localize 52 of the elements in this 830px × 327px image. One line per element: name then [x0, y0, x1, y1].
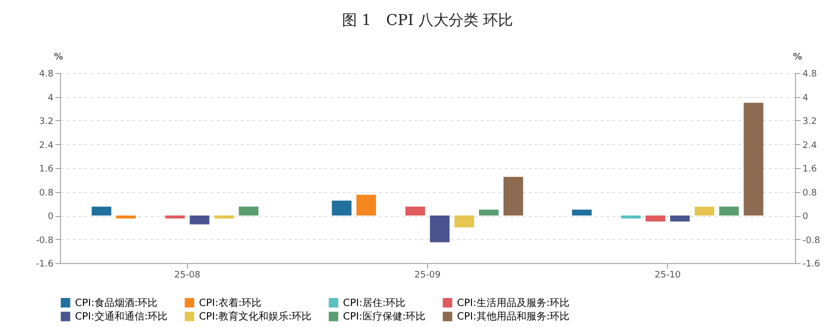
bar — [332, 200, 352, 216]
legend-label: CPI:食品烟酒:环比 — [75, 296, 158, 309]
y-tick-label: 1.6 — [39, 164, 54, 174]
y-tick-label: -0.8 — [36, 236, 54, 246]
bar — [165, 216, 185, 218]
bar — [214, 216, 234, 218]
bar — [238, 206, 258, 216]
y-tick-label: 2.4 — [39, 140, 54, 151]
y-tick-label: -1.6 — [36, 260, 54, 270]
y-axis-title: % — [54, 52, 64, 62]
bar — [646, 216, 666, 222]
bar — [744, 102, 764, 216]
legend-label: CPI:其他用品和服务:环比 — [457, 310, 570, 322]
y2-tick-label: 3.2 — [802, 117, 817, 127]
legend-label: CPI:衣着:环比 — [199, 296, 262, 309]
y-tick-label: 0 — [48, 212, 54, 222]
legend-label: CPI:教育文化和娱乐:环比 — [199, 310, 312, 322]
y2-tick-label: -0.8 — [802, 236, 820, 246]
y-tick-label: 4 — [48, 93, 54, 104]
bar — [190, 216, 210, 224]
y2-tick-label: 0 — [802, 212, 808, 222]
bar — [92, 206, 112, 216]
y-tick-label: 0.8 — [39, 188, 54, 198]
bar — [572, 210, 592, 216]
legend-label: CPI:居住:环比 — [343, 296, 406, 309]
bar — [504, 176, 524, 216]
y-tick-label: 3.2 — [39, 117, 54, 127]
bar — [430, 216, 450, 242]
legend-label: CPI:生活用品及服务:环比 — [457, 296, 570, 309]
y2-axis-title: % — [792, 52, 802, 62]
y2-tick-label: -1.6 — [802, 260, 820, 270]
bar — [116, 216, 136, 218]
bar — [356, 194, 376, 216]
bar — [478, 210, 499, 216]
y2-tick-label: 1.6 — [802, 164, 818, 174]
y2-tick-label: 4 — [802, 93, 808, 104]
bar — [405, 206, 426, 216]
bar — [621, 216, 641, 218]
bar — [719, 206, 739, 216]
chart-title: 图 1 CPI 八大分类 环比 — [342, 11, 514, 29]
legend-label: CPI:交通和通信:环比 — [75, 310, 168, 322]
y2-tick-label: 0.8 — [802, 188, 818, 198]
y-tick-label: 4.8 — [39, 70, 54, 80]
x-tick-label: 25-10 — [654, 270, 682, 280]
x-tick-label: 25-08 — [174, 270, 201, 280]
bar — [670, 216, 690, 222]
legend-label: CPI:医疗保健:环比 — [343, 310, 426, 322]
y2-tick-label: 4.8 — [802, 70, 818, 80]
bar — [694, 206, 714, 216]
x-tick-label: 25-09 — [414, 270, 441, 280]
bar — [454, 216, 474, 228]
y2-tick-label: 2.4 — [802, 140, 818, 151]
